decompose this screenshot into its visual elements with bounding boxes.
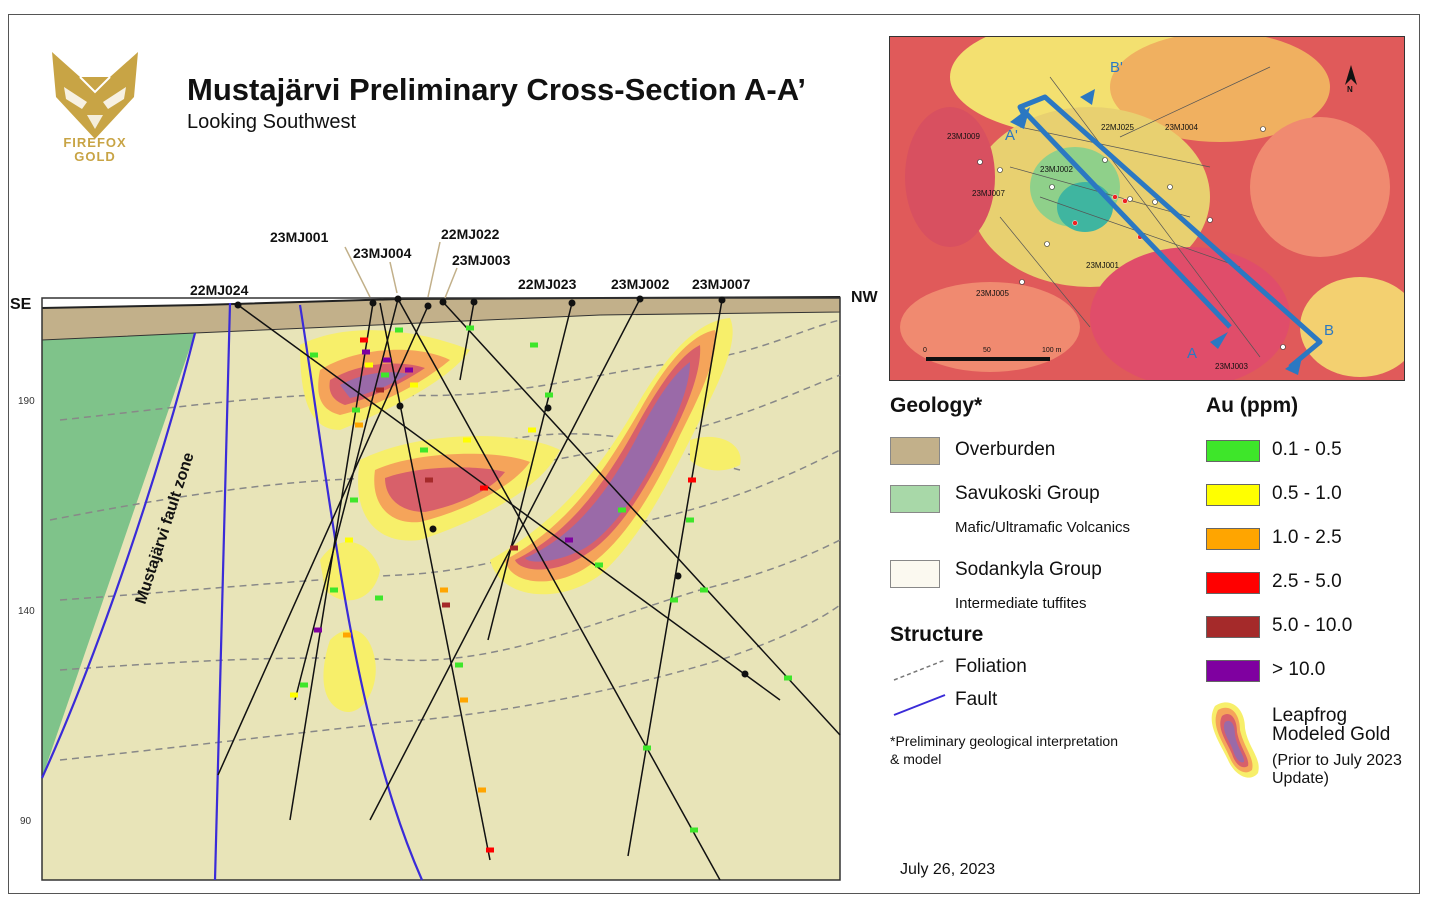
hole-label: 22MJ023 — [518, 276, 577, 292]
direction-label-se: SE — [10, 296, 32, 313]
north-arrow-icon: N — [1347, 85, 1353, 94]
scale-label: 50 — [983, 347, 991, 354]
legend-geology-title: Geology* — [890, 394, 983, 417]
minimap-label: 22MJ025 — [1101, 123, 1134, 132]
au-label: 2.5 - 5.0 — [1272, 571, 1342, 592]
leapfrog-text: Leapfrog — [1272, 705, 1348, 726]
hole-label: 22MJ024 — [190, 282, 249, 298]
section-label-b-prime: B' — [1110, 59, 1123, 76]
cross-section: 23MJ001 23MJ004 22MJ022 22MJ024 23MJ003 … — [10, 226, 879, 881]
figure-date: July 26, 2023 — [900, 861, 996, 878]
minimap-label: 23MJ005 — [976, 289, 1009, 298]
leapfrog-text: Update) — [1272, 770, 1329, 787]
legend-label: Savukoski Group — [955, 483, 1100, 504]
legend-note: *Preliminary geological interpretation &… — [890, 732, 1118, 768]
hole-label: 23MJ002 — [611, 276, 670, 292]
legend-label: Overburden — [955, 439, 1056, 460]
au-label: > 10.0 — [1272, 659, 1326, 680]
elevation-label: 140 — [18, 606, 35, 617]
legend-structure-title: Structure — [890, 623, 984, 646]
section-label-b: B — [1324, 322, 1335, 339]
au-label: 1.0 - 2.5 — [1272, 527, 1342, 548]
minimap-label: 23MJ007 — [972, 189, 1005, 198]
minimap-label: 23MJ004 — [1165, 123, 1198, 132]
leapfrog-text: (Prior to July 2023 — [1272, 752, 1402, 769]
legend-sublabel: Mafic/Ultramafic Volcanics — [955, 519, 1131, 536]
hole-label: 23MJ003 — [452, 252, 511, 268]
direction-label-nw: NW — [851, 289, 879, 306]
au-swatch — [1206, 572, 1260, 594]
au-swatch — [1206, 440, 1260, 462]
elevation-label: 90 — [20, 816, 32, 827]
legend-swatch-savukoski — [890, 485, 940, 513]
leapfrog-model-icon — [1211, 702, 1259, 778]
leapfrog-label: Leapfrog Modeled Gold — [1272, 706, 1390, 744]
page-title: Mustajärvi Preliminary Cross-Section A-A… — [187, 72, 807, 107]
legend-swatch-overburden — [890, 437, 940, 465]
hole-label: 23MJ004 — [353, 245, 412, 261]
au-swatch — [1206, 616, 1260, 638]
section-label-a: A — [1187, 345, 1198, 362]
au-swatch — [1206, 484, 1260, 506]
au-label: 5.0 - 10.0 — [1272, 615, 1353, 636]
au-swatch — [1206, 528, 1260, 550]
location-minimap: 23MJ009 23MJ002 23MJ007 22MJ025 23MJ004 … — [889, 36, 1405, 381]
au-label: 0.1 - 0.5 — [1272, 439, 1342, 460]
figure-frame — [8, 14, 1420, 894]
minimap-label: 23MJ003 — [1215, 362, 1248, 371]
logo-text: GOLD — [74, 149, 116, 164]
legend-label: Foliation — [955, 656, 1027, 677]
minimap-label: 23MJ001 — [1086, 261, 1119, 270]
hole-label: 23MJ007 — [692, 276, 751, 292]
logo-text: FIREFOX — [63, 135, 127, 150]
minimap-label: 23MJ009 — [947, 132, 980, 141]
hole-label: 22MJ022 — [441, 226, 500, 242]
legend-label: Sodankyla Group — [955, 559, 1102, 580]
hole-label: 23MJ001 — [270, 229, 329, 245]
legend-label: Fault — [955, 689, 998, 710]
au-swatch — [1206, 660, 1260, 682]
legend-structure-symbols — [893, 659, 946, 716]
legend-swatch-sodankyla — [890, 560, 940, 588]
leapfrog-text: Modeled Gold — [1272, 724, 1391, 745]
legend-sublabel: Intermediate tuffites — [955, 595, 1087, 612]
page-subtitle: Looking Southwest — [187, 111, 357, 133]
minimap-label: 23MJ002 — [1040, 165, 1073, 174]
firefox-logo-icon — [42, 47, 148, 167]
leapfrog-note: (Prior to July 2023 Update) — [1272, 752, 1402, 788]
section-label-a-prime: A' — [1005, 127, 1018, 144]
note-text: *Preliminary geological interpretation — [890, 733, 1119, 749]
note-text: & model — [890, 751, 942, 767]
elevation-label: 190 — [18, 396, 35, 407]
legend-au-title: Au (ppm) — [1206, 394, 1299, 417]
scale-label: 0 — [923, 347, 927, 354]
scale-label: 100 m — [1042, 347, 1062, 354]
au-label: 0.5 - 1.0 — [1272, 483, 1342, 504]
